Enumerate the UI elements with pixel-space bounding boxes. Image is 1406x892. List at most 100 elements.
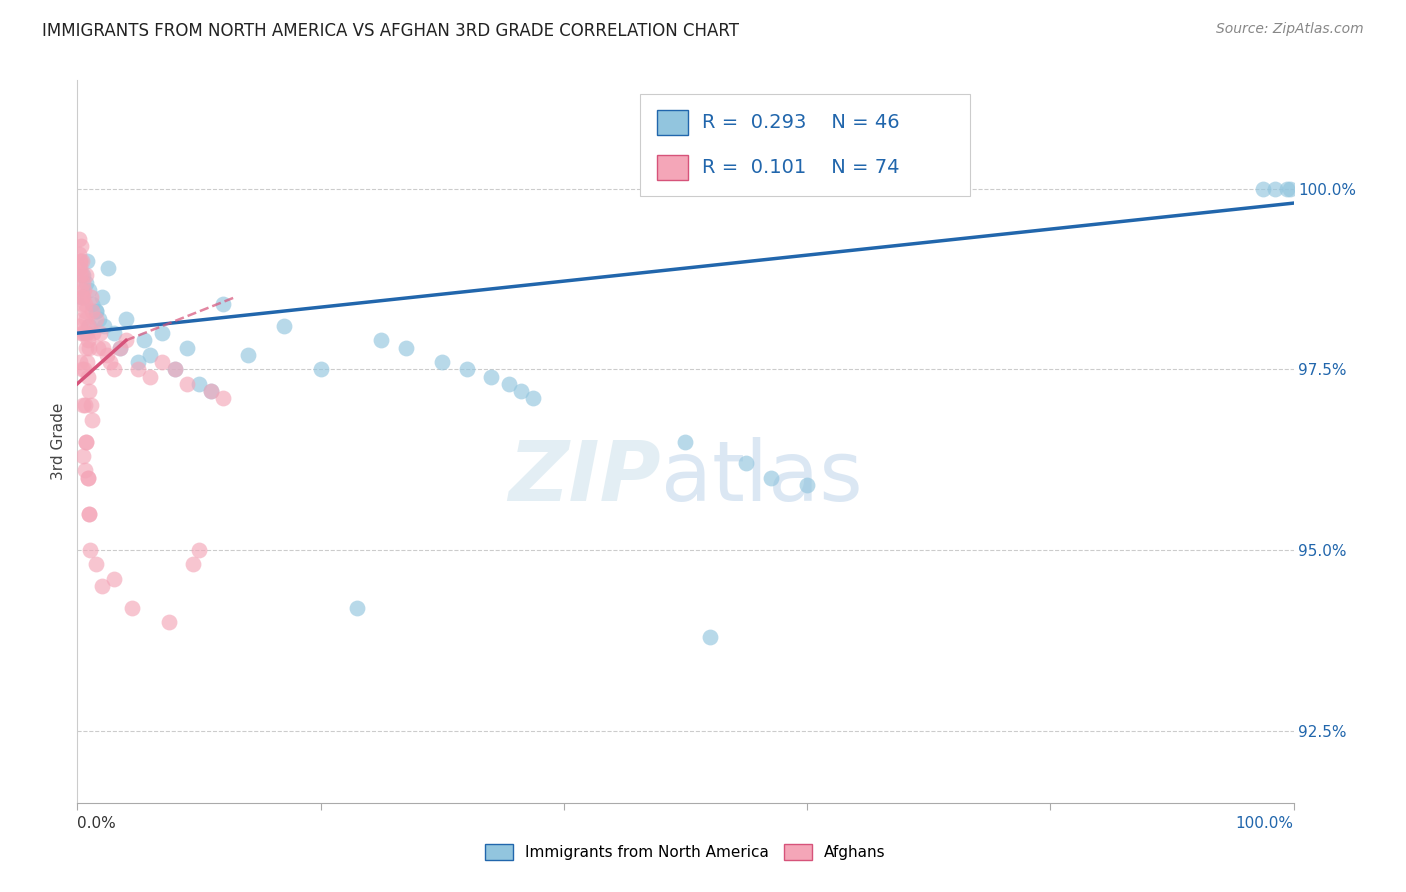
Point — [79, 384, 101, 398]
Point — [430, 355, 453, 369]
Point — [498, 376, 520, 391]
Point — [152, 355, 174, 369]
Point — [70, 290, 93, 304]
Point — [70, 253, 93, 268]
Point — [70, 283, 93, 297]
Point — [139, 369, 162, 384]
Point — [181, 558, 204, 572]
Point — [176, 376, 198, 391]
Text: 100.0%: 100.0% — [1236, 816, 1294, 830]
Text: atlas: atlas — [661, 437, 863, 518]
Point — [73, 463, 96, 477]
Point — [76, 355, 98, 369]
Point — [134, 334, 156, 348]
Point — [69, 253, 91, 268]
Point — [212, 391, 235, 405]
Point — [395, 341, 418, 355]
Point — [1251, 182, 1274, 196]
Point — [346, 600, 368, 615]
Point — [69, 355, 91, 369]
Point — [76, 318, 98, 333]
Point — [75, 276, 97, 290]
Point — [69, 268, 91, 283]
Point — [127, 362, 149, 376]
Point — [80, 304, 103, 318]
Point — [77, 507, 100, 521]
Point — [91, 341, 114, 355]
Point — [77, 334, 100, 348]
Point — [73, 326, 96, 341]
Point — [98, 355, 121, 369]
Point — [72, 449, 94, 463]
Point — [80, 413, 103, 427]
Point — [157, 615, 180, 630]
Point — [70, 239, 93, 253]
Point — [1264, 182, 1286, 196]
Point — [72, 268, 94, 283]
Point — [79, 283, 101, 297]
Point — [163, 362, 186, 376]
Point — [89, 311, 111, 326]
Point — [70, 268, 93, 283]
Point — [72, 276, 94, 290]
Point — [84, 311, 107, 326]
Point — [152, 326, 174, 341]
Point — [76, 253, 98, 268]
Point — [80, 398, 103, 412]
Point — [212, 297, 235, 311]
Point — [236, 348, 259, 362]
Point — [89, 326, 111, 341]
Point — [73, 362, 96, 376]
Point — [80, 297, 103, 311]
Point — [108, 341, 131, 355]
Point — [70, 326, 93, 341]
Point — [97, 261, 120, 276]
Point — [1278, 182, 1301, 196]
Point — [70, 290, 93, 304]
Text: R =  0.293    N = 46: R = 0.293 N = 46 — [702, 113, 900, 132]
Point — [72, 311, 94, 326]
Text: 0.0%: 0.0% — [77, 816, 117, 830]
Legend: Immigrants from North America, Afghans: Immigrants from North America, Afghans — [485, 844, 886, 860]
Point — [699, 630, 721, 644]
Point — [75, 304, 97, 318]
Point — [67, 246, 90, 260]
Point — [73, 283, 96, 297]
Point — [96, 348, 118, 362]
Point — [72, 398, 94, 412]
Point — [115, 311, 138, 326]
Point — [77, 369, 100, 384]
Point — [75, 434, 97, 449]
Text: ZIP: ZIP — [509, 437, 661, 518]
Point — [522, 391, 544, 405]
Point — [80, 290, 103, 304]
Point — [79, 507, 101, 521]
Point — [188, 543, 211, 558]
Point — [79, 543, 101, 558]
Point — [200, 384, 222, 398]
Point — [796, 478, 818, 492]
Point — [103, 326, 125, 341]
Point — [69, 261, 91, 276]
Point — [76, 471, 98, 485]
Point — [79, 318, 101, 333]
Point — [456, 362, 478, 376]
Point — [79, 341, 101, 355]
Point — [67, 318, 90, 333]
Text: Source: ZipAtlas.com: Source: ZipAtlas.com — [1216, 22, 1364, 37]
Point — [67, 232, 90, 246]
Point — [200, 384, 222, 398]
Point — [103, 572, 125, 586]
Point — [108, 341, 131, 355]
Point — [73, 297, 96, 311]
Point — [510, 384, 533, 398]
Point — [82, 326, 104, 341]
Point — [84, 558, 107, 572]
Point — [90, 579, 112, 593]
Point — [115, 334, 138, 348]
Point — [72, 290, 94, 304]
Point — [93, 318, 115, 333]
Point — [84, 304, 107, 318]
Point — [69, 253, 91, 268]
Point — [75, 311, 97, 326]
